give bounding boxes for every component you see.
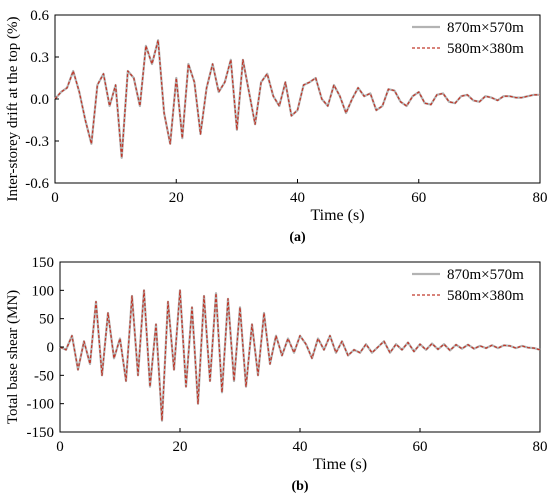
b-y-tick-label: -100 — [27, 397, 55, 413]
b-legend-label-2: 580m×380m — [447, 288, 524, 304]
a-y-tick-label: 0.6 — [30, 8, 49, 24]
a-y-axis-label: Inter-storey drift at the top (%) — [5, 16, 21, 201]
panel-b-base-shear-chart: 0 20 40 60 80 -150 -100 -50 0 50 100 150 Time (s) Tot… — [5, 255, 548, 494]
b-y-tick-label: 150 — [32, 255, 55, 271]
b-y-tick-label: -150 — [27, 425, 55, 441]
b-x-tick-label: 40 — [293, 439, 308, 455]
a-x-axis-label: Time (s) — [310, 207, 364, 224]
a-x-tick-label: 0 — [51, 190, 59, 206]
b-x-tick-label: 0 — [56, 439, 64, 455]
b-y-axis-label: Total base shear (MN) — [5, 290, 21, 424]
b-legend-label-1: 870m×570m — [447, 267, 524, 283]
b-y-tick-label: 100 — [32, 283, 55, 299]
b-x-axis-label: Time (s) — [313, 456, 367, 473]
a-legend-label-1: 870m×570m — [447, 20, 524, 36]
a-y-tick-label: 0.0 — [30, 92, 49, 108]
a-legend-label-2: 580m×380m — [447, 41, 524, 57]
a-panel-label: (a) — [289, 230, 306, 245]
a-x-tick-label: 60 — [411, 190, 426, 206]
a-series-line-1 — [54, 39, 540, 159]
b-panel-label: (b) — [291, 479, 308, 494]
b-x-tick-label: 20 — [173, 439, 188, 455]
b-series-line-2 — [59, 289, 541, 422]
a-x-tick-label: 20 — [169, 190, 184, 206]
a-series-line-2 — [54, 39, 540, 159]
a-y-tick-label: 0.3 — [30, 50, 49, 66]
b-series-line-1 — [59, 289, 541, 422]
a-x-tick-label: 40 — [290, 190, 305, 206]
b-y-tick-label: 50 — [39, 312, 54, 328]
a-y-tick-label: -0.3 — [25, 134, 49, 150]
a-legend: 870m×570m 580m×380m — [412, 20, 524, 57]
a-x-tick-label: 80 — [533, 190, 548, 206]
panel-a-drift-chart: 0 20 40 60 80 -0.6 -0.3 0.0 0.3 0.6 Time (s) Inter-… — [5, 8, 548, 245]
b-y-tick-label: 0 — [47, 340, 55, 356]
b-x-tick-label: 80 — [533, 439, 548, 455]
b-y-tick-label: -50 — [34, 368, 54, 384]
b-x-tick-label: 60 — [413, 439, 428, 455]
b-legend: 870m×570m 580m×380m — [412, 267, 524, 304]
a-y-tick-label: -0.6 — [25, 176, 49, 192]
